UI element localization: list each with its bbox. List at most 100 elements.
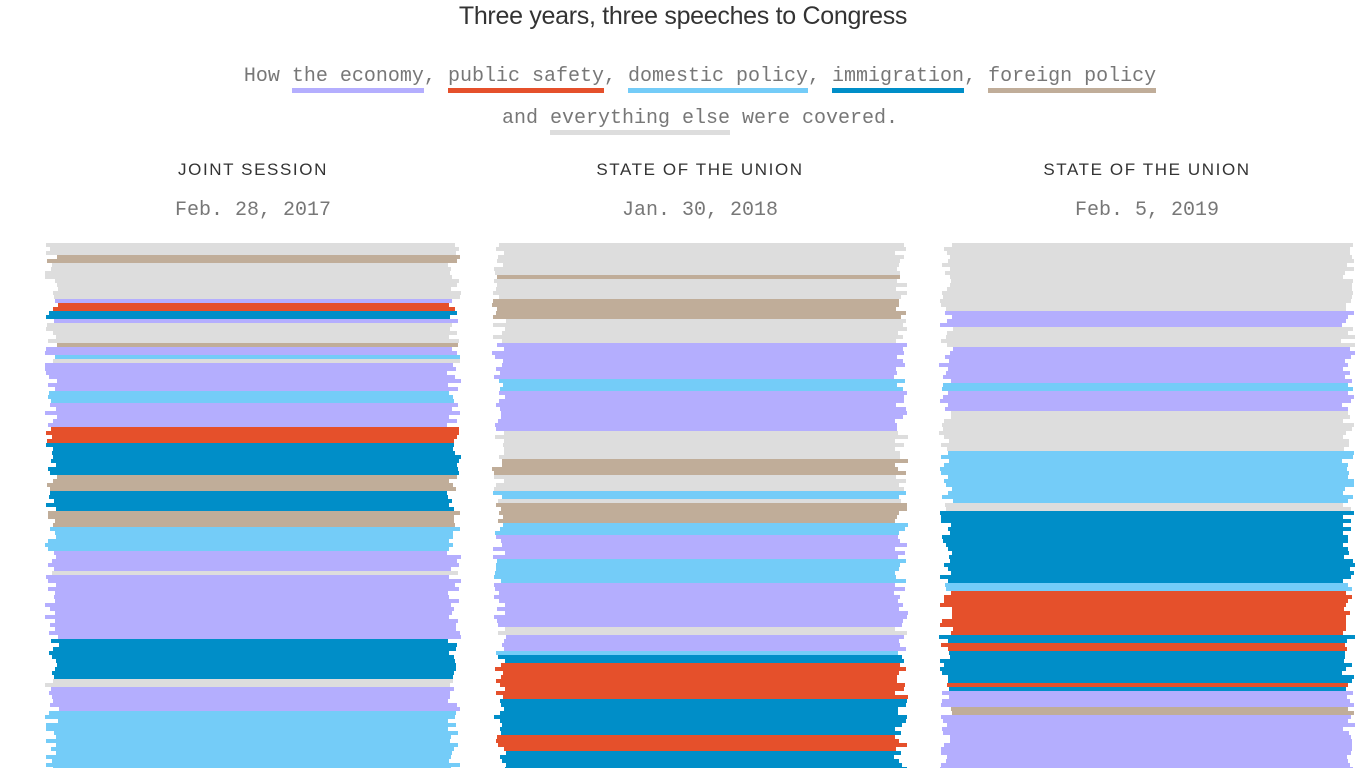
stripe-other <box>944 419 1343 423</box>
stripe-other <box>495 435 908 439</box>
stripe-economy <box>499 399 904 403</box>
stripe-economy <box>501 415 903 419</box>
stripe-immigration <box>502 759 899 763</box>
stripe-foreign-policy <box>492 467 898 471</box>
stripe-foreign-policy <box>496 503 907 507</box>
stripe-immigration <box>52 671 454 675</box>
stripe-other <box>504 451 900 455</box>
stripe-other <box>946 307 1346 311</box>
stripe-immigration <box>56 463 457 467</box>
stripe-economy <box>59 707 460 711</box>
stripe-other <box>504 479 906 483</box>
stripe-economy <box>505 395 904 399</box>
stripe-economy <box>948 403 1342 407</box>
stripe-other <box>943 427 1352 431</box>
stripe-public-safety <box>58 303 449 307</box>
legend-key-public-safety: public safety <box>447 65 604 93</box>
stripe-other <box>57 283 457 287</box>
stripe-domestic-policy <box>493 491 906 495</box>
stripe-domestic-policy <box>941 455 1353 459</box>
stripe-other <box>942 263 1347 267</box>
subtitle-text: and <box>501 107 550 130</box>
column-heading-1: JOINT SESSION <box>178 160 328 179</box>
subtitle-text: , <box>603 65 628 88</box>
stripe-economy <box>54 595 449 599</box>
stripe-domestic-policy <box>495 531 899 535</box>
stripe-public-safety <box>940 603 1346 607</box>
stripe-economy <box>45 411 460 415</box>
stripe-other <box>505 327 907 331</box>
stripe-domestic-policy <box>499 379 905 383</box>
stripe-other <box>53 679 453 683</box>
stripe-domestic-policy <box>46 755 451 759</box>
stripe-other <box>504 447 895 451</box>
stripe-economy <box>947 723 1355 727</box>
stripe-economy <box>950 735 1351 739</box>
stripe-immigration <box>55 667 456 671</box>
stripe-immigration <box>500 719 906 723</box>
stripe-economy <box>50 623 456 627</box>
stripe-domestic-policy <box>503 383 897 387</box>
stripe-other <box>949 439 1349 443</box>
stripe-public-safety <box>496 739 899 743</box>
stripe-domestic-policy <box>56 743 458 747</box>
stripe-foreign-policy <box>502 463 895 467</box>
stripe-immigration <box>53 647 456 651</box>
stripe-foreign-policy <box>951 707 1348 711</box>
stripe-economy <box>502 543 907 547</box>
stripe-other <box>941 303 1346 307</box>
stripe-other <box>58 287 451 291</box>
stripe-economy <box>497 343 907 347</box>
stripe-domestic-policy <box>56 535 453 539</box>
stripe-other <box>53 331 457 335</box>
stripe-other <box>46 327 450 331</box>
stripe-immigration <box>940 511 1354 515</box>
legend-key-other: everything else <box>549 107 730 135</box>
stripe-economy <box>942 727 1343 731</box>
stripe-economy <box>506 635 904 639</box>
chart-title: Three years, three speeches to Congress <box>458 2 908 30</box>
stripe-other <box>945 271 1345 275</box>
stripe-economy <box>940 323 1342 327</box>
stripe-other <box>505 627 895 631</box>
stripe-other <box>947 331 1348 335</box>
stripe-other <box>494 487 904 491</box>
stripe-foreign-policy <box>492 303 899 307</box>
stripe-economy <box>494 595 900 599</box>
stripe-other <box>47 323 452 327</box>
stripe-domestic-policy <box>52 759 449 763</box>
stripe-domestic-policy <box>940 467 1347 471</box>
stripe-other <box>946 335 1355 339</box>
stripe-public-safety <box>503 671 899 675</box>
stripe-domestic-policy <box>55 531 453 535</box>
stripe-other <box>944 435 1343 439</box>
stripe-economy <box>940 399 1351 403</box>
stripe-economy <box>941 703 1354 707</box>
stripe-domestic-policy <box>953 499 1348 503</box>
stripe-domestic-policy <box>945 583 1348 587</box>
stripe-public-safety <box>944 595 1352 599</box>
stripe-domestic-policy <box>500 527 905 531</box>
stripe-economy <box>499 591 894 595</box>
stripe-immigration <box>51 459 459 463</box>
speech-stripe-chart-2017 <box>45 243 461 768</box>
stripe-other <box>950 255 1352 259</box>
subtitle-text: , <box>423 65 448 88</box>
stripe-foreign-policy <box>493 299 899 303</box>
stripe-economy <box>946 371 1350 375</box>
stripe-domestic-policy <box>496 567 899 571</box>
stripe-public-safety <box>497 735 895 739</box>
stripe-immigration <box>49 495 448 499</box>
column-heading-3: STATE OF THE UNION <box>1043 160 1251 179</box>
stripe-domestic-policy <box>948 475 1348 479</box>
stripe-other <box>46 243 455 247</box>
stripe-economy <box>502 363 905 367</box>
stripe-domestic-policy <box>952 487 1345 491</box>
stripe-other <box>947 251 1350 255</box>
stripe-other <box>493 291 907 295</box>
stripe-economy <box>46 371 447 375</box>
stripe-immigration <box>46 315 450 319</box>
stripe-economy <box>55 627 456 631</box>
stripe-other <box>942 291 1353 295</box>
stripe-domestic-policy <box>948 451 1354 455</box>
